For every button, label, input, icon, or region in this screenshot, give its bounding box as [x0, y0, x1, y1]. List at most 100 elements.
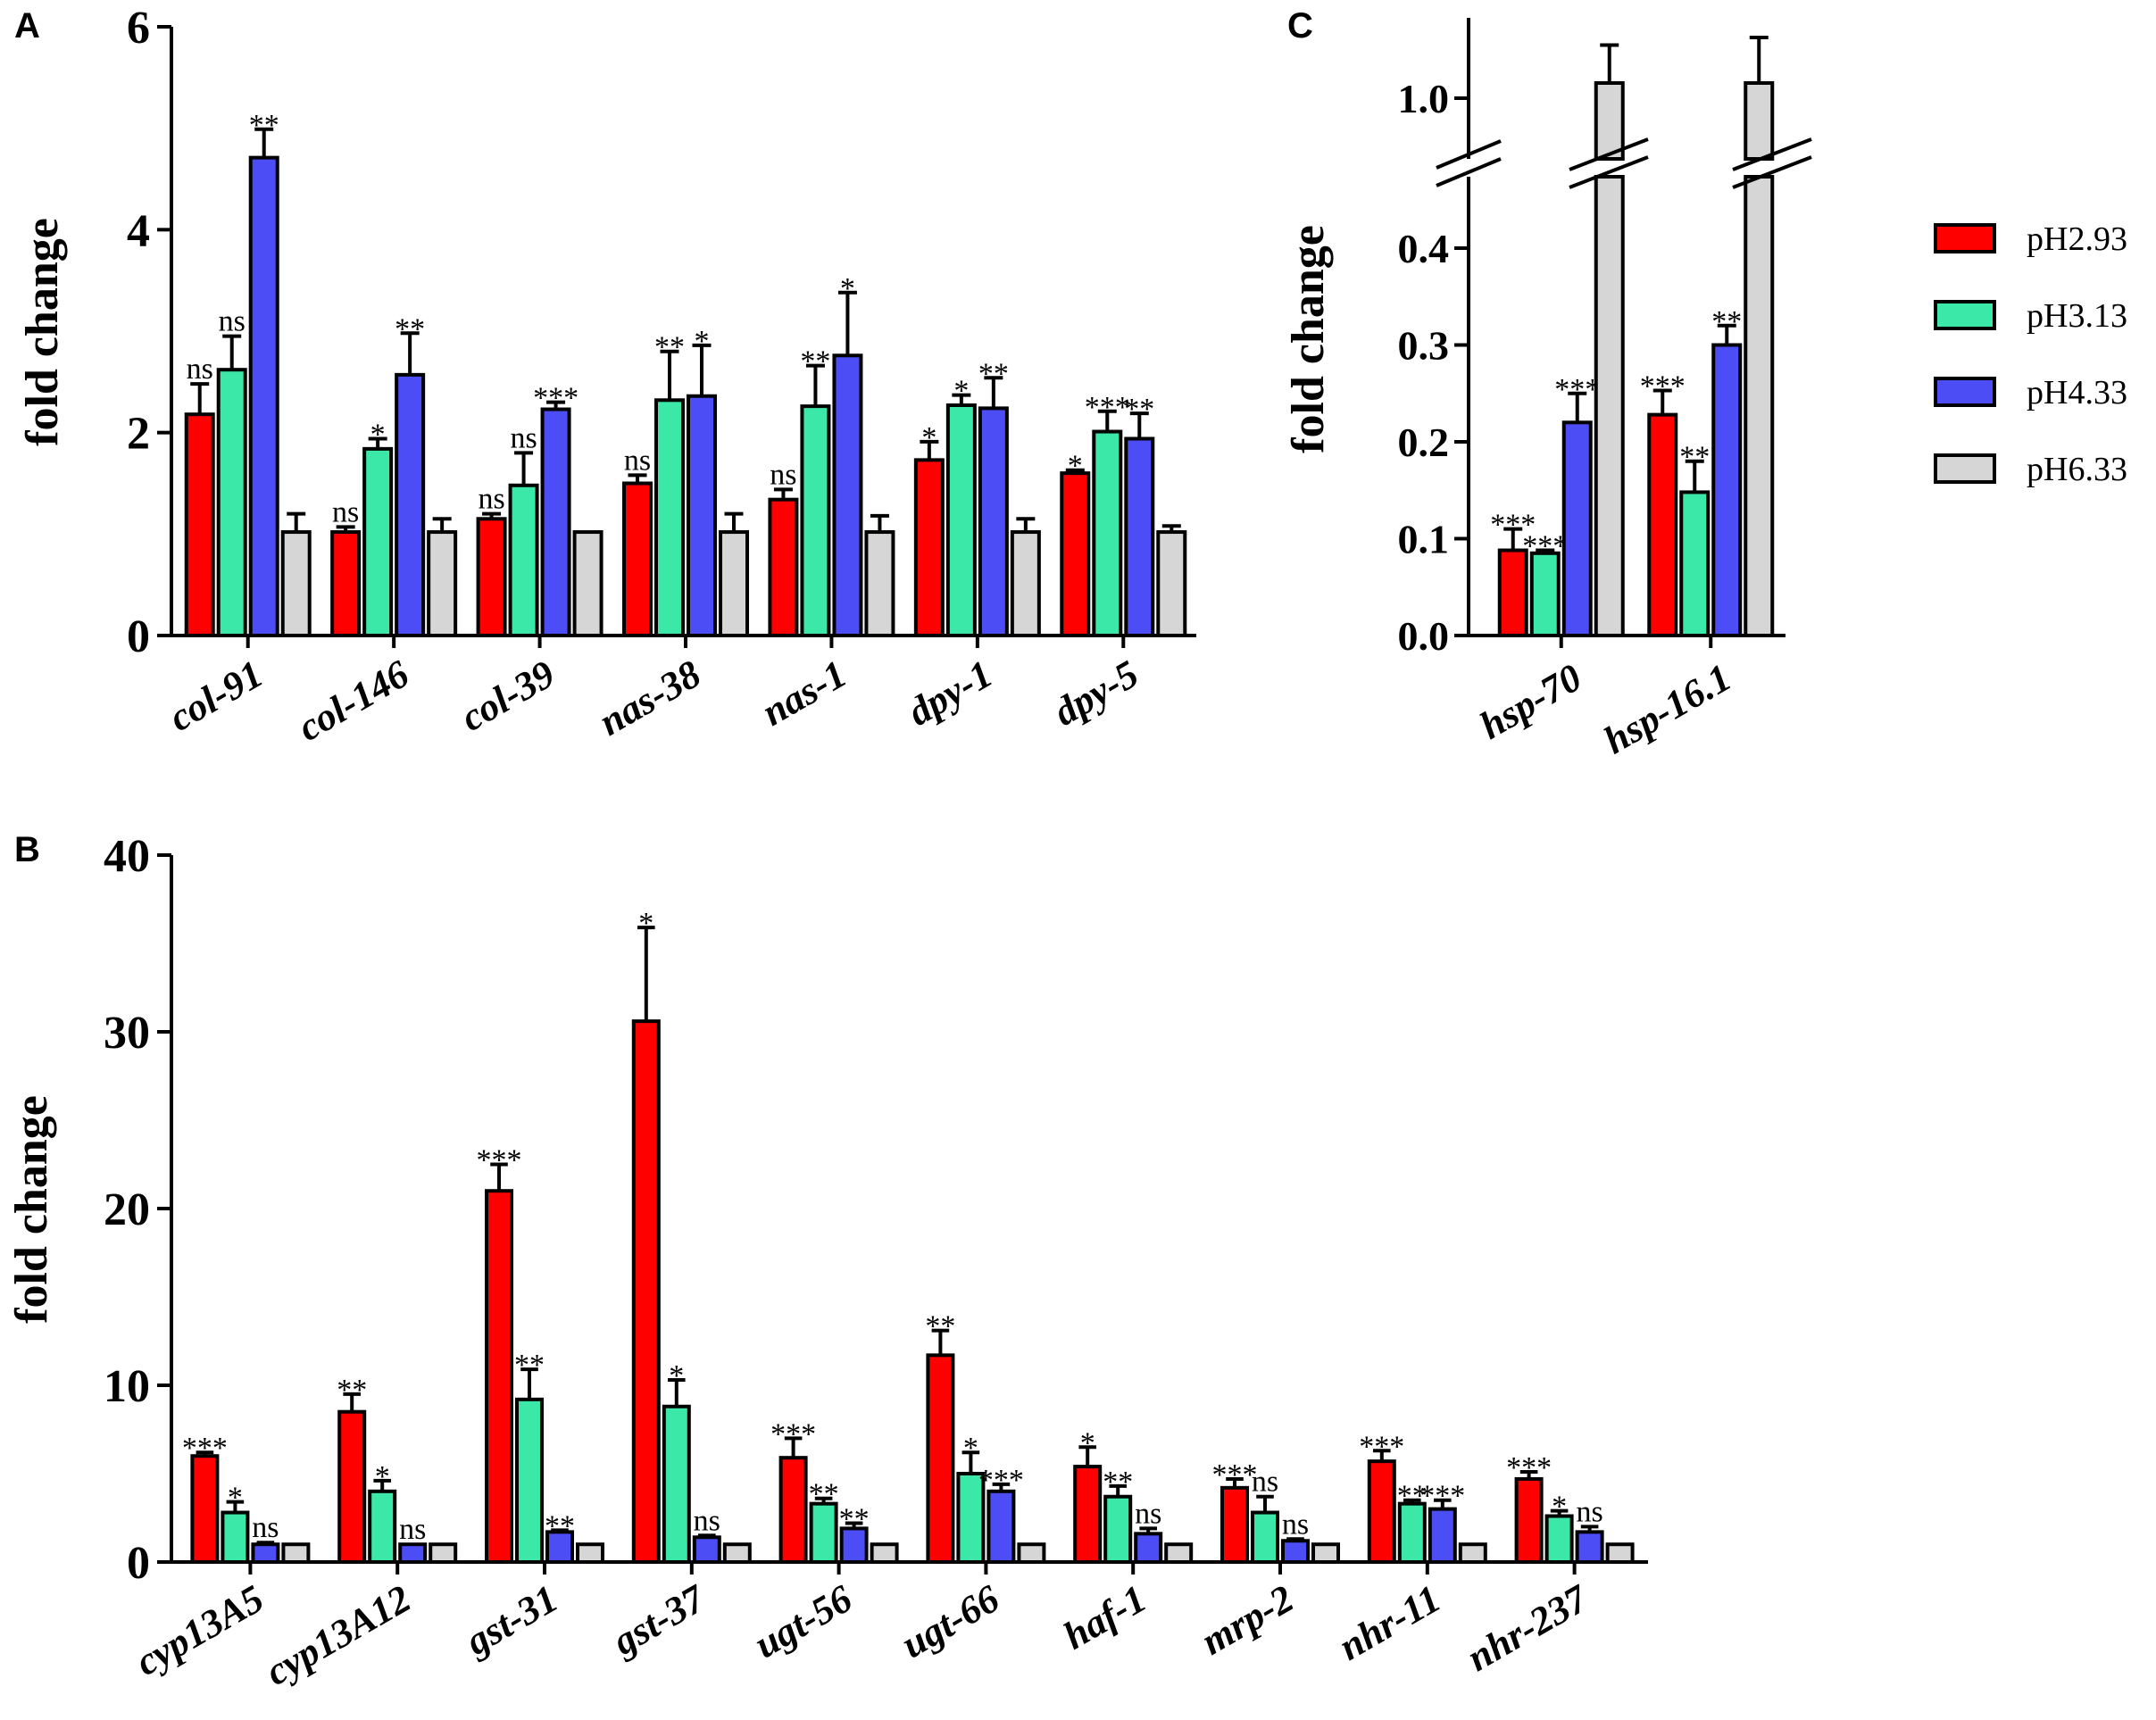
legend-label: pH2.93: [2027, 220, 2127, 258]
x-tick-label: col-146: [290, 652, 416, 750]
significance-label: *: [1552, 1491, 1567, 1524]
x-tick-label: cyp13A12: [258, 1576, 418, 1694]
bar-ugt-56-pH2.93: [778, 1456, 808, 1565]
significance-label: ***: [1085, 391, 1130, 424]
significance-label: ***: [1212, 1458, 1258, 1491]
significance-label: ns: [219, 305, 246, 338]
x-tick-label: ugt-66: [894, 1576, 1006, 1666]
panel-a-chart: A fold change 0246nsns**col-91ns***col-1…: [14, 3, 1196, 750]
x-tick-label: col-91: [162, 652, 271, 740]
x-tick-label: ugt-56: [746, 1576, 859, 1666]
bar-gst-37-pH4.33: [692, 1535, 721, 1565]
bar-nas-1-pH3.13: [800, 404, 831, 637]
bar-nhr-237-pH3.13: [1544, 1514, 1574, 1565]
x-tick-label: mrp-2: [1194, 1576, 1301, 1663]
y-tick-label: 0: [127, 1538, 150, 1589]
bar-dpy-1-pH6.33: [1010, 530, 1041, 637]
significance-label: *: [375, 1460, 390, 1493]
y-tick-label: 0.3: [1398, 323, 1450, 369]
legend-swatch-pH4.33: [1934, 377, 1996, 407]
x-tick-label: cyp13A5: [128, 1576, 271, 1684]
significance-label: **: [978, 357, 1009, 390]
bar-dpy-5-pH4.33: [1124, 436, 1155, 637]
significance-label: *: [228, 1482, 243, 1515]
bar-hsp-16.1-pH6.33-upper: [1744, 81, 1775, 161]
y-tick-label: 40: [104, 831, 150, 882]
bar-nas-1-pH2.93: [768, 497, 799, 637]
bar-cyp13A12-pH6.33: [429, 1542, 458, 1564]
significance-label: **: [1397, 1480, 1428, 1513]
significance-label: **: [1124, 393, 1154, 426]
bar-mrp-2-pH4.33: [1281, 1539, 1310, 1564]
bar-dpy-5-pH6.33: [1156, 530, 1187, 637]
x-tick-label: gst-37: [604, 1575, 713, 1664]
significance-label: ***: [770, 1417, 816, 1450]
significance-label: *: [370, 418, 386, 451]
bar-nas-38-pH3.13: [654, 398, 685, 637]
significance-label: ***: [1640, 370, 1686, 403]
significance-label: *: [1068, 450, 1083, 483]
significance-label: ***: [1522, 530, 1568, 563]
significance-label: ns: [1576, 1495, 1602, 1528]
panel-c-label: C: [1287, 6, 1313, 46]
bar-nhr-11-pH2.93: [1367, 1459, 1396, 1565]
significance-label: **: [1103, 1466, 1133, 1499]
bar-haf-1-pH3.13: [1103, 1494, 1133, 1564]
bar-hsp-70-pH2.93: [1497, 548, 1528, 638]
significance-label: ns: [399, 1513, 426, 1546]
significance-label: **: [925, 1310, 955, 1343]
bar-cyp13A5-pH3.13: [221, 1510, 250, 1565]
bar-dpy-1-pH3.13: [945, 403, 977, 637]
bar-nas-1-pH6.33: [864, 530, 895, 637]
x-tick-label: col-39: [454, 652, 562, 740]
bar-haf-1-pH4.33: [1134, 1532, 1163, 1564]
bar-nas-1-pH4.33: [832, 353, 863, 637]
bar-hsp-70-pH6.33: [1594, 175, 1625, 637]
bar-col-146-pH2.93: [330, 530, 362, 637]
significance-label: **: [1679, 441, 1710, 474]
significance-label: ***: [1359, 1430, 1404, 1463]
axis-break-mark: [1436, 157, 1502, 187]
bar-nhr-11-pH3.13: [1397, 1501, 1427, 1565]
significance-label: ns: [1135, 1497, 1161, 1530]
x-tick-label: nas-38: [592, 652, 708, 744]
significance-label: ***: [1554, 373, 1600, 406]
significance-label: *: [953, 375, 969, 408]
bar-cyp13A12-pH3.13: [368, 1489, 397, 1565]
bar-col-91-pH4.33: [248, 155, 279, 637]
bar-col-91-pH3.13: [216, 368, 247, 637]
bar-nas-38-pH6.33: [719, 530, 749, 637]
significance-label: *: [669, 1359, 684, 1392]
significance-label: **: [654, 331, 685, 364]
bar-ugt-56-pH6.33: [870, 1542, 899, 1564]
bar-ugt-66-pH4.33: [986, 1489, 1016, 1565]
x-tick-label: hsp-70: [1472, 655, 1588, 748]
bar-col-146-pH6.33: [427, 530, 458, 637]
significance-label: ns: [770, 458, 796, 491]
bar-hsp-70-pH4.33: [1561, 420, 1593, 637]
bar-hsp-16.1-pH2.93: [1647, 412, 1678, 637]
legend-swatch-pH3.13: [1934, 300, 1996, 330]
y-tick-label: 10: [104, 1361, 150, 1412]
bar-gst-31-pH6.33: [576, 1542, 604, 1564]
significance-label: ***: [1419, 1480, 1465, 1513]
bar-col-91-pH2.93: [184, 412, 215, 637]
significance-label: ns: [1252, 1466, 1278, 1499]
significance-label: **: [249, 109, 279, 142]
bar-col-146-pH3.13: [362, 446, 394, 637]
y-tick-label: 0: [127, 611, 150, 662]
bar-dpy-5-pH3.13: [1092, 429, 1123, 637]
x-tick-label: nhr-237: [1460, 1575, 1596, 1680]
y-tick-label: 1.0: [1398, 76, 1450, 121]
bar-nhr-237-pH4.33: [1575, 1530, 1604, 1564]
bar-mrp-2-pH2.93: [1220, 1485, 1249, 1564]
bar-gst-31-pH4.33: [545, 1530, 574, 1564]
significance-label: *: [963, 1432, 978, 1465]
bar-break-mark: [1569, 137, 1649, 171]
y-tick-label: 0.0: [1398, 613, 1450, 659]
bar-dpy-1-pH2.93: [913, 458, 945, 638]
significance-label: **: [545, 1509, 575, 1542]
axis-break-mark: [1436, 139, 1502, 170]
bar-hsp-16.1-pH6.33: [1744, 175, 1775, 637]
panel-b-label: B: [14, 830, 40, 869]
